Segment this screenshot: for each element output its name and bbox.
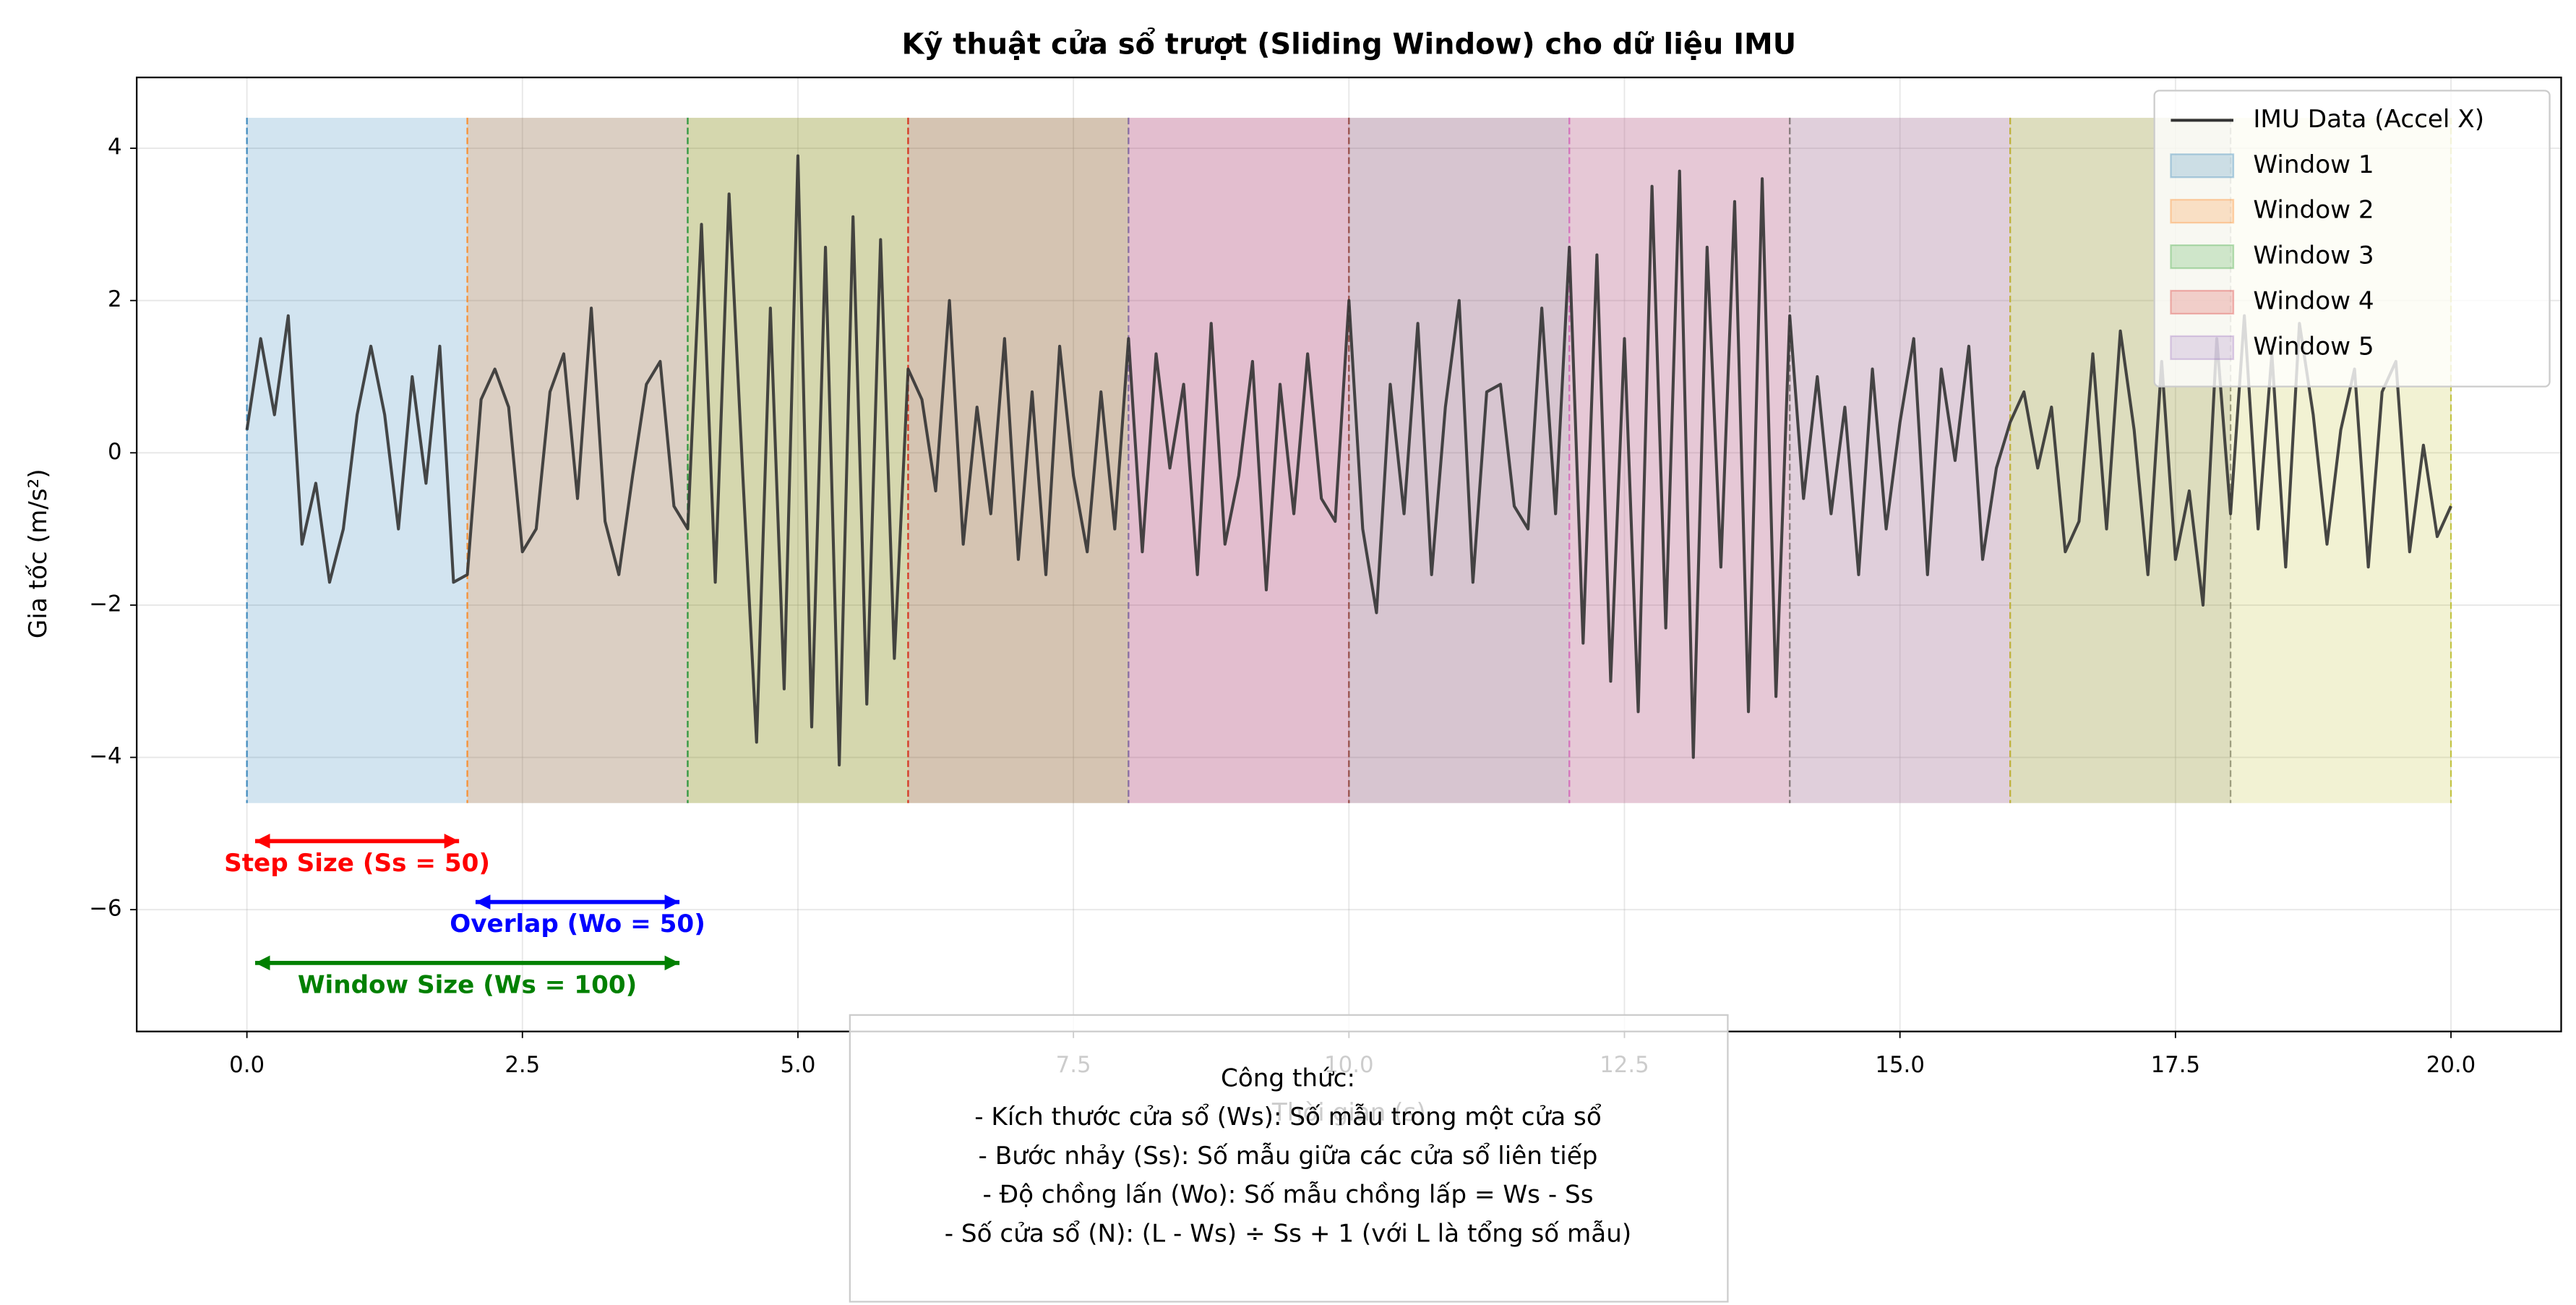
arrow-head bbox=[664, 955, 680, 971]
legend-label: Window 4 bbox=[2253, 286, 2374, 315]
legend-label: Window 5 bbox=[2253, 332, 2374, 361]
arrow-head bbox=[255, 955, 270, 971]
y-tick-label: −4 bbox=[89, 743, 121, 769]
x-tick-label: 15.0 bbox=[1875, 1052, 1924, 1078]
arrow-head bbox=[444, 834, 460, 849]
x-tick-label: 5.0 bbox=[781, 1052, 816, 1078]
annotation-text: Step Size (Ss = 50) bbox=[224, 849, 490, 878]
arrow-head bbox=[664, 894, 680, 910]
x-tick-label: 17.5 bbox=[2151, 1052, 2200, 1078]
formula-box: Công thức: - Kích thước cửa sổ (Ws): Số m… bbox=[849, 1014, 1729, 1303]
annotation-text: Window Size (Ws = 100) bbox=[298, 970, 637, 999]
formula-line: Công thức: bbox=[1221, 1064, 1355, 1092]
formula-line: - Bước nhảy (Ss): Số mẫu giữa các cửa sổ… bbox=[979, 1142, 1598, 1171]
y-tick-label: 2 bbox=[108, 286, 122, 312]
formula-line: - Số cửa sổ (N): (L - Ws) ÷ Ss + 1 (với … bbox=[945, 1219, 1632, 1248]
legend-label: Window 3 bbox=[2253, 241, 2374, 270]
legend-swatch bbox=[2170, 335, 2235, 360]
legend-label: Window 2 bbox=[2253, 196, 2374, 225]
y-tick-label: 0 bbox=[108, 439, 122, 465]
x-tick-label: 0.0 bbox=[229, 1052, 265, 1078]
legend-swatch bbox=[2170, 244, 2235, 270]
y-axis-label: Gia tốc (m/s²) bbox=[24, 468, 53, 638]
legend: IMU Data (Accel X) Window 1 Window 2 Window… bbox=[2153, 90, 2551, 388]
formula-line: - Kích thước cửa sổ (Ws): Số mẫu trong m… bbox=[974, 1103, 1602, 1131]
arrow-head bbox=[255, 834, 270, 849]
legend-swatch bbox=[2170, 289, 2235, 315]
formula-box-frame bbox=[849, 1014, 1729, 1303]
x-tick-label: 20.0 bbox=[2426, 1052, 2476, 1078]
chart-title: Kỹ thuật cửa sổ trượt (Sliding Window) c… bbox=[902, 27, 1797, 61]
formula-line: - Độ chồng lấn (Wo): Số mẫu chồng lấp = … bbox=[982, 1181, 1593, 1210]
data-line bbox=[245, 154, 2452, 767]
legend-label: IMU Data (Accel X) bbox=[2253, 105, 2484, 134]
y-tick-label: 4 bbox=[108, 134, 122, 161]
legend-box bbox=[2153, 90, 2551, 388]
legend-label: Window 1 bbox=[2253, 150, 2374, 179]
x-tick-label: 2.5 bbox=[505, 1052, 540, 1078]
arrow-head bbox=[475, 894, 491, 910]
legend-swatch bbox=[2170, 153, 2235, 179]
annotation-text: Overlap (Wo = 50) bbox=[450, 910, 705, 938]
y-tick-label: −6 bbox=[89, 896, 121, 922]
y-tick-label: −2 bbox=[89, 591, 121, 617]
legend-swatch bbox=[2170, 199, 2235, 224]
